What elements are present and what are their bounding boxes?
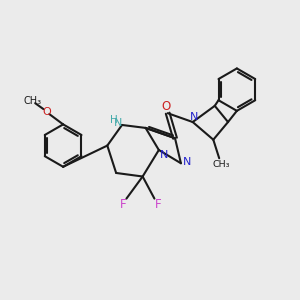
Text: O: O bbox=[162, 100, 171, 113]
Text: CH₃: CH₃ bbox=[23, 96, 41, 106]
Text: N: N bbox=[183, 157, 192, 167]
Text: F: F bbox=[154, 198, 161, 211]
Text: N: N bbox=[190, 112, 198, 122]
Text: N: N bbox=[160, 150, 168, 160]
Text: H: H bbox=[110, 115, 118, 125]
Text: O: O bbox=[43, 107, 51, 117]
Text: CH₃: CH₃ bbox=[213, 160, 230, 169]
Text: F: F bbox=[120, 198, 126, 211]
Text: N: N bbox=[114, 118, 123, 128]
